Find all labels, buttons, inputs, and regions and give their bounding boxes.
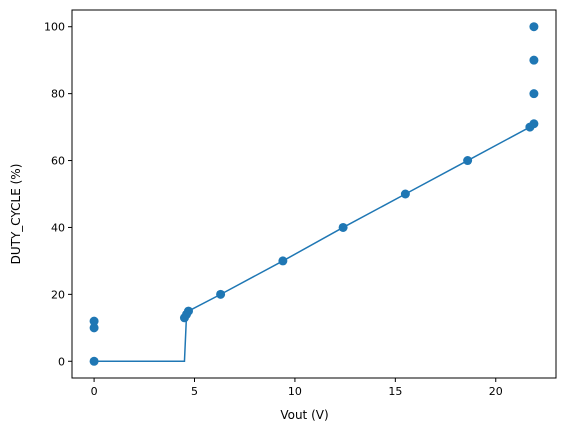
- data-point: [529, 119, 539, 129]
- data-point: [89, 316, 99, 326]
- data-point: [183, 306, 193, 316]
- data-point: [529, 55, 539, 65]
- data-point: [216, 289, 226, 299]
- data-point: [529, 22, 539, 32]
- y-tick-label: 100: [44, 21, 65, 34]
- x-tick-label: 5: [191, 385, 198, 398]
- x-tick-label: 0: [91, 385, 98, 398]
- data-point: [338, 222, 348, 232]
- series-line: [94, 126, 531, 363]
- y-tick-label: 60: [51, 155, 65, 168]
- x-axis-label: Vout (V): [280, 408, 328, 422]
- plot-area: [89, 22, 539, 366]
- y-axis: 0 20 40 60 80 100: [44, 21, 72, 368]
- x-tick-label: 20: [489, 385, 503, 398]
- x-tick-label: 10: [288, 385, 302, 398]
- data-point: [463, 156, 473, 166]
- y-tick-label: 80: [51, 88, 65, 101]
- data-point: [89, 356, 99, 366]
- data-point: [529, 89, 539, 99]
- x-axis: 0 5 10 15 20: [91, 378, 503, 398]
- y-tick-label: 0: [58, 355, 65, 368]
- axes-frame: [71, 9, 557, 379]
- y-axis-label: DUTY_CYCLE (%): [9, 164, 23, 265]
- y-tick-label: 20: [51, 288, 65, 301]
- data-point: [400, 189, 410, 199]
- data-point: [89, 323, 99, 333]
- y-tick-label: 40: [51, 221, 65, 234]
- data-point: [278, 256, 288, 266]
- x-tick-label: 15: [388, 385, 402, 398]
